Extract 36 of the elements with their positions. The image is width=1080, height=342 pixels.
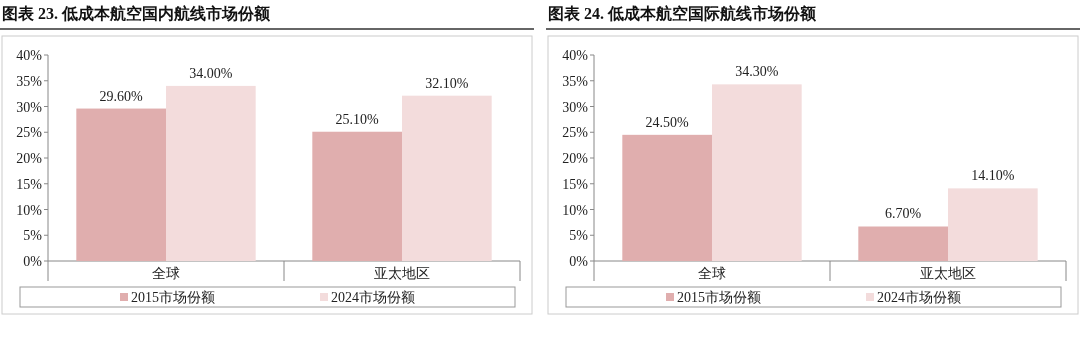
y-tick-label: 40%: [562, 48, 589, 63]
y-tick-label: 0%: [23, 254, 43, 269]
y-tick-label: 35%: [16, 73, 43, 89]
legend-label: 2015市场份额: [131, 290, 215, 305]
y-tick-label: 5%: [569, 228, 589, 244]
data-label: 24.50%: [645, 114, 690, 130]
y-tick-label: 40%: [16, 48, 43, 63]
y-tick-label: 20%: [16, 151, 43, 166]
data-label: 34.30%: [735, 64, 779, 80]
legend-label: 2015市场份额: [677, 290, 761, 305]
y-tick-label: 10%: [16, 202, 43, 218]
x-tick-label: 全球: [152, 266, 180, 281]
y-tick-label: 35%: [562, 73, 589, 89]
y-tick-label: 10%: [562, 202, 589, 218]
legend-label: 2024市场份额: [877, 290, 961, 305]
data-label: 29.60%: [99, 88, 144, 104]
data-label: 32.10%: [425, 75, 469, 91]
y-tick-label: 25%: [16, 125, 43, 141]
y-tick-label: 30%: [16, 99, 43, 115]
y-tick-label: 5%: [23, 228, 43, 244]
data-label: 6.70%: [885, 206, 922, 222]
legend-label: 2024市场份额: [331, 290, 415, 305]
chart-title: 图表 23. 低成本航空国内航线市场份额: [2, 5, 271, 22]
x-tick-label: 亚太地区: [920, 266, 976, 281]
y-tick-label: 15%: [562, 176, 589, 192]
y-tick-label: 25%: [562, 125, 589, 141]
chart-title: 图表 24. 低成本航空国际航线市场份额: [548, 5, 817, 22]
x-tick-label: 全球: [698, 266, 726, 281]
data-label: 14.10%: [971, 168, 1015, 184]
y-tick-label: 0%: [569, 254, 589, 269]
y-tick-label: 20%: [562, 151, 589, 166]
y-tick-label: 30%: [562, 99, 589, 115]
x-tick-label: 亚太地区: [374, 266, 430, 281]
data-label: 25.10%: [335, 111, 380, 127]
y-tick-label: 15%: [16, 176, 43, 192]
data-label: 34.00%: [189, 65, 233, 81]
